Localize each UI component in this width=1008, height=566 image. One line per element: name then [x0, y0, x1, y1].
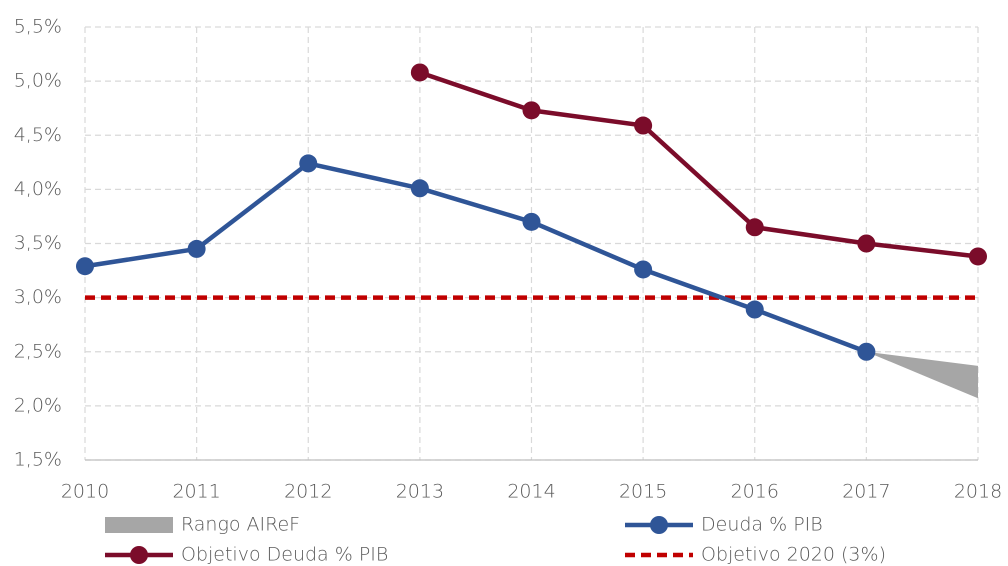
y-tick-label: 1,5% [14, 449, 62, 471]
x-tick-label: 2016 [731, 481, 779, 503]
x-tick-label: 2012 [284, 481, 332, 503]
point-marker [745, 218, 764, 237]
y-tick-label: 5,0% [14, 70, 62, 92]
x-tick-label: 2013 [396, 481, 444, 503]
x-tick-label: 2014 [507, 481, 555, 503]
line-series [84, 161, 868, 354]
x-tick-label: 2017 [842, 481, 890, 503]
y-tick-label: 4,5% [14, 124, 62, 146]
point-marker [857, 342, 876, 361]
point-marker [634, 260, 653, 279]
point-marker [522, 101, 541, 120]
legend-label: Deuda % PIB [701, 514, 823, 536]
point-marker [522, 212, 541, 231]
point-marker [410, 63, 429, 82]
legend-marker [650, 516, 668, 534]
line-series [419, 70, 979, 259]
y-tick-label: 2,0% [14, 394, 62, 416]
legend-swatch [105, 517, 173, 533]
band-area [866, 351, 978, 399]
point-marker [634, 116, 653, 135]
y-tick-label: 5,5% [14, 16, 62, 38]
legend-label: Objetivo 2020 (3%) [701, 544, 886, 566]
x-tick-label: 2015 [619, 481, 667, 503]
y-tick-label: 4,0% [14, 178, 62, 200]
x-tick-label: 2010 [61, 481, 109, 503]
legend-label: Objetivo Deuda % PIB [181, 544, 388, 566]
point-marker [299, 154, 318, 173]
x-tick-label: 2018 [954, 481, 1002, 503]
point-marker [187, 239, 206, 258]
point-marker [745, 300, 764, 319]
legend-marker [130, 546, 148, 564]
y-tick-label: 3,5% [14, 232, 62, 254]
point-marker [969, 247, 987, 266]
y-tick-label: 3,0% [14, 286, 62, 308]
point-marker [857, 234, 876, 253]
point-marker [76, 257, 94, 276]
point-marker [410, 179, 429, 198]
x-tick-label: 2011 [172, 481, 220, 503]
legend-label: Rango AIReF [181, 514, 300, 536]
y-tick-label: 2,5% [14, 340, 62, 362]
